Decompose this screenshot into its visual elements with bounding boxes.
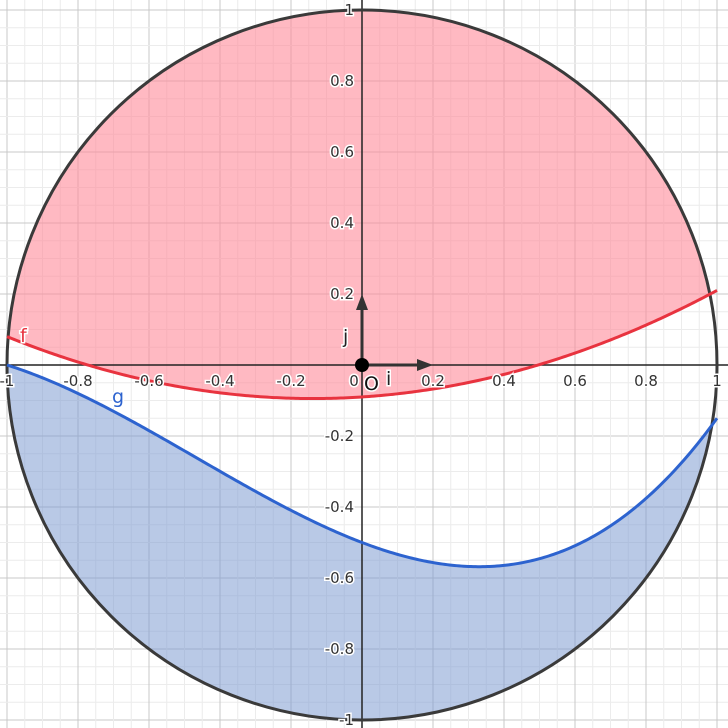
arrowhead-j-icon <box>356 294 368 310</box>
arrowhead-i-icon <box>417 359 433 371</box>
x-tick-label: -0.4 <box>205 372 234 390</box>
y-tick-label: -1 <box>339 711 354 728</box>
x-tick-label: -0.6 <box>134 372 163 390</box>
x-tick-label: -0.8 <box>63 372 92 390</box>
y-tick-label: 0.8 <box>330 72 354 90</box>
y-tick-label: -0.6 <box>325 569 354 587</box>
curve-f[interactable] <box>6 289 718 401</box>
curve-g[interactable] <box>6 363 719 569</box>
label-g: g <box>112 386 124 408</box>
y-tick-label: 0.6 <box>330 143 354 161</box>
label-origin: O <box>364 373 379 395</box>
x-tick-label: 0.8 <box>634 372 658 390</box>
x-tick-label: 0.4 <box>492 372 516 390</box>
label-f: f <box>20 325 28 347</box>
x-tick-label: 0.2 <box>421 372 445 390</box>
origin-point[interactable] <box>355 358 369 372</box>
basis-vectors <box>356 294 433 371</box>
label-j: j <box>342 326 348 348</box>
label-i: i <box>386 368 391 390</box>
y-tick-label: -0.4 <box>325 498 354 516</box>
x-tick-label: 0 <box>349 372 359 390</box>
y-tick-label: -0.2 <box>325 427 354 445</box>
x-tick-label: -0.2 <box>276 372 305 390</box>
x-tick-label: -1 <box>0 372 14 390</box>
y-tick-label: 0.2 <box>330 285 354 303</box>
y-tick-label: -0.8 <box>325 640 354 658</box>
y-tick-label: 0.4 <box>330 214 354 232</box>
y-tick-label: 1 <box>344 1 354 19</box>
x-tick-label: 0.6 <box>563 372 587 390</box>
x-tick-label: 1 <box>712 372 722 390</box>
